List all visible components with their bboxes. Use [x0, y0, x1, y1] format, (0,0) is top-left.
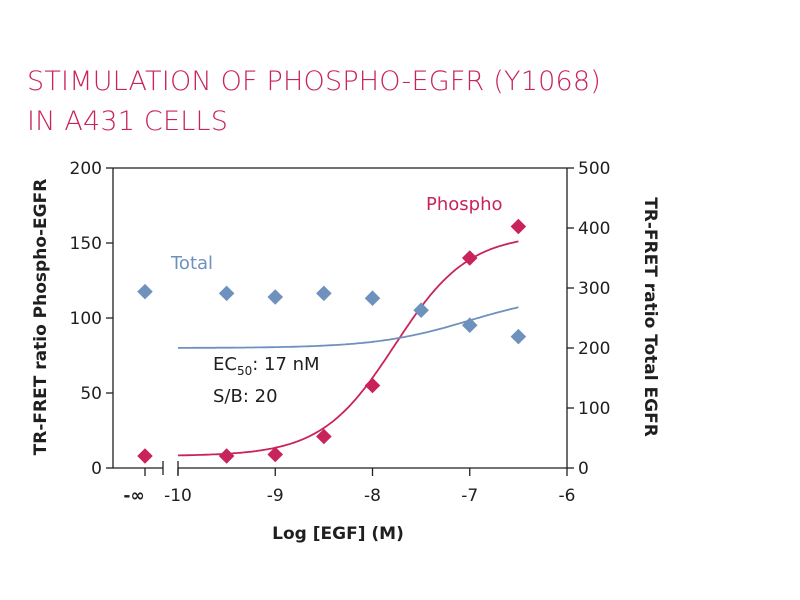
series-label-phospho: Phospho: [426, 194, 503, 215]
ticks-group: 0 50 100 150 200 0 100 200 300 400 500 -10 -9 -8 -7 -6 -…: [70, 159, 611, 506]
fit-curve-total: [178, 306, 519, 349]
x-break-tick-label: -∞: [123, 486, 144, 506]
y-right-tick-label: 0: [578, 459, 589, 479]
chart-title-line-2: IN A431 CELLS: [27, 106, 229, 137]
data-point-total: [267, 289, 284, 305]
x-tick-label: -6: [559, 486, 576, 506]
x-tick-label: -8: [364, 486, 381, 506]
y-left-tick-label: 150: [70, 234, 102, 254]
data-point-phospho: [364, 377, 381, 394]
data-point-total: [364, 290, 381, 306]
y-left-tick-label: 50: [80, 384, 102, 404]
ec50-label: EC: [213, 354, 237, 375]
y-left-axis-title: TR-FRET ratio Phospho-EGFR: [31, 179, 51, 456]
x-tick-label: -9: [267, 486, 284, 506]
fit-curve-phospho: [178, 240, 519, 457]
data-point-total-baseline: [137, 283, 153, 300]
fit-curves-group: [178, 240, 519, 457]
chart-title-line-1: STIMULATION OF PHOSPHO-EGFR (Y1068): [27, 66, 601, 97]
y-right-tick-label: 200: [578, 339, 610, 359]
data-point-phospho: [510, 218, 527, 235]
y-right-tick-label: 400: [578, 219, 610, 239]
data-point-total: [510, 328, 527, 345]
data-point-total: [316, 285, 332, 302]
sb-annotation: S/B: 20: [213, 386, 278, 407]
data-point-phospho: [218, 448, 235, 464]
x-axis-title: Log [EGF] (M): [272, 524, 404, 544]
x-tick-label: -7: [461, 486, 478, 506]
data-point-total: [218, 285, 235, 302]
data-point-phospho-baseline: [137, 448, 153, 464]
y-left-tick-label: 0: [91, 459, 102, 479]
chart-title: STIMULATION OF PHOSPHO-EGFR (Y1068) IN A…: [27, 62, 767, 142]
y-right-tick-label: 500: [578, 159, 610, 179]
y-right-axis-title: TR-FRET ratio Total EGFR: [640, 197, 660, 437]
y-left-tick-label: 200: [70, 159, 102, 179]
ec50-annotation: EC50: 17 nM: [213, 354, 320, 378]
y-left-tick-label: 100: [70, 309, 102, 329]
y-right-tick-label: 100: [578, 399, 610, 419]
x-tick-label: -10: [164, 486, 192, 506]
series-label-total: Total: [170, 253, 213, 274]
ec50-value: : 17 nM: [252, 354, 319, 375]
y-right-tick-label: 300: [578, 279, 610, 299]
ec50-subscript: 50: [237, 364, 252, 378]
